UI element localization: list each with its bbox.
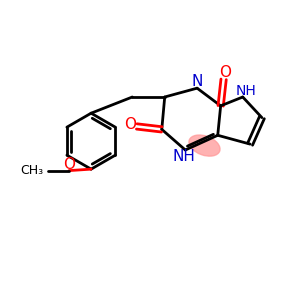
Text: N: N — [191, 74, 203, 89]
Text: NH: NH — [172, 149, 195, 164]
Text: O: O — [63, 157, 75, 172]
Text: O: O — [219, 65, 231, 80]
Ellipse shape — [189, 135, 220, 156]
Text: CH₃: CH₃ — [20, 164, 43, 177]
Text: NH: NH — [236, 83, 257, 98]
Text: O: O — [124, 118, 136, 133]
